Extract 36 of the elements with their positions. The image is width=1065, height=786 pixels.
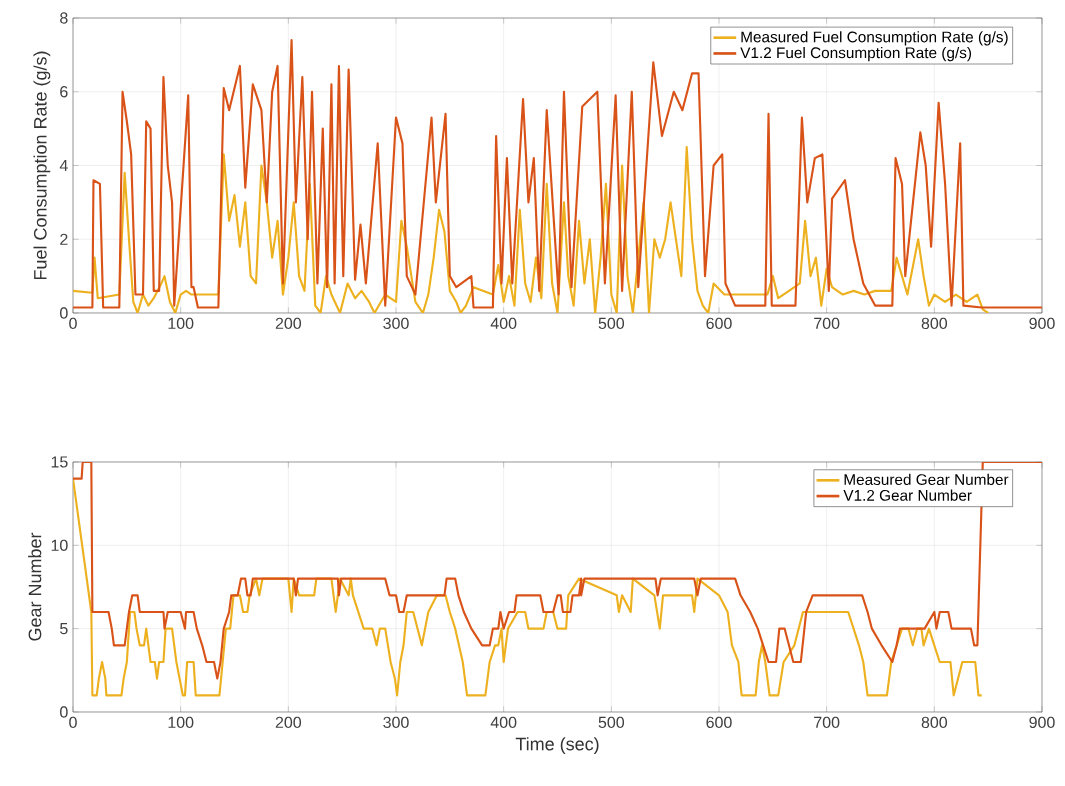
y-tick-label: 5 bbox=[60, 623, 68, 635]
legend-label: Measured Fuel Consumption Rate (g/s) bbox=[741, 31, 1008, 46]
x-tick-label: 500 bbox=[598, 317, 625, 330]
legend-label: Measured Gear Number bbox=[844, 473, 1009, 486]
x-tick-label: 600 bbox=[706, 716, 732, 729]
x-tick-label: 400 bbox=[490, 716, 517, 729]
x-tick-label: 300 bbox=[383, 716, 409, 729]
y-axis-title: Gear Number bbox=[28, 532, 42, 641]
x-axis-title: Time (sec) bbox=[515, 737, 599, 754]
y-tick-label: 4 bbox=[59, 160, 68, 171]
x-tick-label: 400 bbox=[490, 317, 517, 330]
y-tick-label: 0 bbox=[60, 307, 68, 319]
y-tick-label: 10 bbox=[51, 539, 68, 551]
x-tick-label: 300 bbox=[383, 317, 409, 330]
x-tick-label: 900 bbox=[1029, 317, 1055, 330]
x-tick-label: 700 bbox=[814, 716, 840, 729]
x-tick-label: 500 bbox=[598, 716, 625, 729]
x-tick-label: 600 bbox=[706, 317, 732, 330]
x-tick-label: 900 bbox=[1029, 716, 1055, 729]
y-tick-label: 8 bbox=[60, 12, 68, 24]
x-tick-label: 800 bbox=[921, 716, 948, 729]
x-tick-label: 700 bbox=[814, 317, 840, 330]
y-tick-label: 6 bbox=[60, 86, 68, 98]
x-tick-label: 0 bbox=[69, 716, 77, 729]
y-tick-label: 15 bbox=[51, 456, 68, 468]
legend-label: V1.2 Fuel Consumption Rate (g/s) bbox=[740, 46, 972, 62]
x-tick-label: 100 bbox=[168, 317, 194, 330]
y-tick-label: 0 bbox=[60, 706, 68, 718]
legend-label: V1.2 Gear Number bbox=[843, 489, 972, 501]
x-tick-label: 800 bbox=[921, 317, 948, 330]
x-tick-label: 100 bbox=[168, 716, 194, 729]
x-tick-label: 200 bbox=[275, 317, 302, 330]
y-axis-title: Fuel Consumption Rate (g/s) bbox=[33, 51, 51, 280]
x-tick-label: 200 bbox=[275, 716, 302, 729]
x-tick-label: 0 bbox=[69, 317, 77, 330]
y-tick-label: 2 bbox=[60, 233, 68, 245]
